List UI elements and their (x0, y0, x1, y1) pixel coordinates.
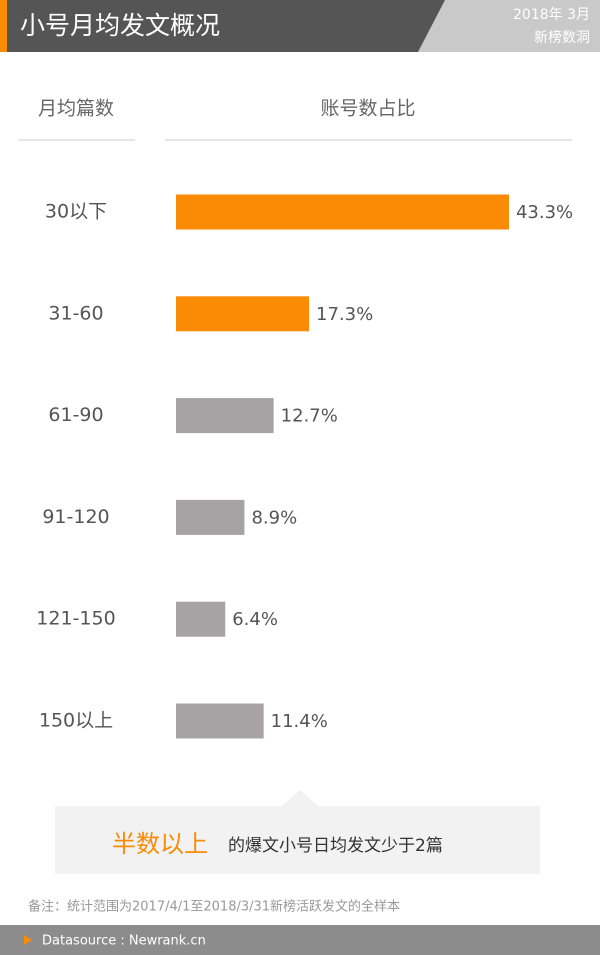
bar (176, 398, 274, 434)
value-label: 43.3% (516, 202, 573, 223)
footer-bar (0, 925, 600, 955)
footer-arrow (24, 935, 32, 945)
value-label: 8.9% (251, 507, 297, 528)
category-label: 91-120 (42, 506, 109, 528)
bar (176, 194, 509, 230)
bar (176, 601, 226, 637)
footnote: 备注：统计范围为2017/4/1至2018/3/31新榜活跃发文的全样本 (28, 899, 400, 915)
category-label: 31-60 (48, 302, 103, 324)
note-pointer (282, 790, 318, 806)
value-label: 11.4% (271, 711, 328, 732)
bar (176, 499, 245, 535)
bar (176, 703, 264, 739)
category-label: 30以下 (45, 201, 107, 223)
footer: Datasource : Newrank.cn (42, 934, 206, 949)
category-label: 150以上 (39, 710, 113, 732)
bar (176, 296, 310, 332)
bars: 30以下 43.3% 31-60 17.3% 61-90 12.7% 91-120 8.9% 1… (36, 194, 573, 739)
title: 小号月均发文概况 (20, 11, 220, 40)
header-accent (0, 0, 7, 52)
note-text: 的爆文小号日均发文少于2篇 (228, 836, 443, 856)
value-label: 6.4% (232, 609, 278, 630)
date: 2018年 3月 (513, 7, 590, 23)
category-label: 61-90 (48, 404, 103, 426)
category-header: 月均篇数 (38, 98, 114, 120)
header-tab (418, 0, 600, 52)
category-label: 121-150 (36, 608, 115, 630)
value-header: 账号数占比 (320, 98, 415, 120)
value-label: 12.7% (281, 406, 338, 427)
value-label: 17.3% (316, 304, 373, 325)
note-highlight: 半数以上 (112, 830, 208, 858)
note-box (55, 806, 540, 874)
brand: 新榜数洞 (534, 29, 590, 46)
